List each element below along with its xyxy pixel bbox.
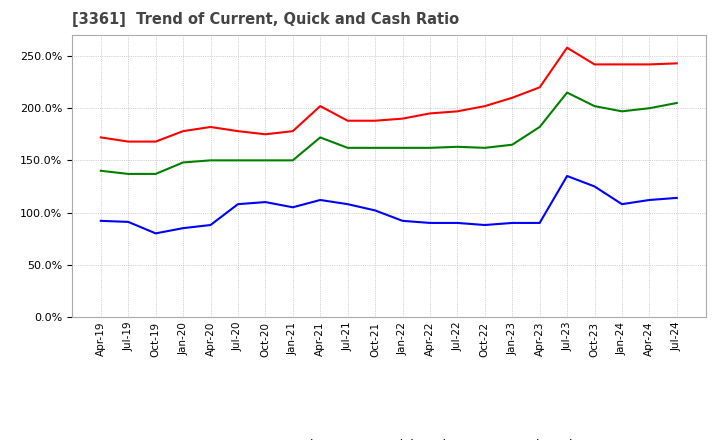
Current Ratio [316, 103, 325, 109]
Cash Ratio [233, 202, 242, 207]
Current Ratio [563, 45, 572, 50]
Current Ratio [398, 116, 407, 121]
Current Ratio [289, 128, 297, 134]
Quick Ratio [645, 106, 654, 111]
Cash Ratio [289, 205, 297, 210]
Quick Ratio [618, 109, 626, 114]
Cash Ratio [536, 220, 544, 226]
Quick Ratio [508, 142, 516, 147]
Cash Ratio [563, 173, 572, 179]
Current Ratio [343, 118, 352, 123]
Current Ratio [536, 85, 544, 90]
Current Ratio [590, 62, 599, 67]
Quick Ratio [206, 158, 215, 163]
Cash Ratio [480, 222, 489, 227]
Line: Current Ratio: Current Ratio [101, 48, 677, 142]
Cash Ratio [398, 218, 407, 224]
Current Ratio [96, 135, 105, 140]
Quick Ratio [151, 171, 160, 176]
Quick Ratio [371, 145, 379, 150]
Line: Quick Ratio: Quick Ratio [101, 92, 677, 174]
Cash Ratio [672, 195, 681, 201]
Cash Ratio [124, 219, 132, 224]
Quick Ratio [343, 145, 352, 150]
Quick Ratio [672, 100, 681, 106]
Cash Ratio [343, 202, 352, 207]
Cash Ratio [590, 184, 599, 189]
Quick Ratio [233, 158, 242, 163]
Current Ratio [453, 109, 462, 114]
Quick Ratio [453, 144, 462, 150]
Cash Ratio [206, 222, 215, 227]
Current Ratio [233, 128, 242, 134]
Current Ratio [261, 132, 270, 137]
Cash Ratio [96, 218, 105, 224]
Quick Ratio [289, 158, 297, 163]
Quick Ratio [590, 103, 599, 109]
Quick Ratio [480, 145, 489, 150]
Quick Ratio [316, 135, 325, 140]
Cash Ratio [261, 199, 270, 205]
Line: Cash Ratio: Cash Ratio [101, 176, 677, 233]
Quick Ratio [536, 125, 544, 130]
Current Ratio [371, 118, 379, 123]
Cash Ratio [453, 220, 462, 226]
Quick Ratio [563, 90, 572, 95]
Cash Ratio [426, 220, 434, 226]
Current Ratio [124, 139, 132, 144]
Quick Ratio [261, 158, 270, 163]
Current Ratio [480, 103, 489, 109]
Current Ratio [672, 61, 681, 66]
Quick Ratio [96, 168, 105, 173]
Cash Ratio [151, 231, 160, 236]
Current Ratio [179, 128, 187, 134]
Cash Ratio [316, 198, 325, 203]
Cash Ratio [371, 208, 379, 213]
Current Ratio [151, 139, 160, 144]
Quick Ratio [398, 145, 407, 150]
Cash Ratio [508, 220, 516, 226]
Quick Ratio [124, 171, 132, 176]
Cash Ratio [618, 202, 626, 207]
Cash Ratio [645, 198, 654, 203]
Legend: Current Ratio, Quick Ratio, Cash Ratio: Current Ratio, Quick Ratio, Cash Ratio [192, 434, 585, 440]
Current Ratio [618, 62, 626, 67]
Current Ratio [508, 95, 516, 100]
Current Ratio [645, 62, 654, 67]
Quick Ratio [179, 160, 187, 165]
Current Ratio [426, 111, 434, 116]
Text: [3361]  Trend of Current, Quick and Cash Ratio: [3361] Trend of Current, Quick and Cash … [72, 12, 459, 27]
Current Ratio [206, 125, 215, 130]
Cash Ratio [179, 226, 187, 231]
Quick Ratio [426, 145, 434, 150]
